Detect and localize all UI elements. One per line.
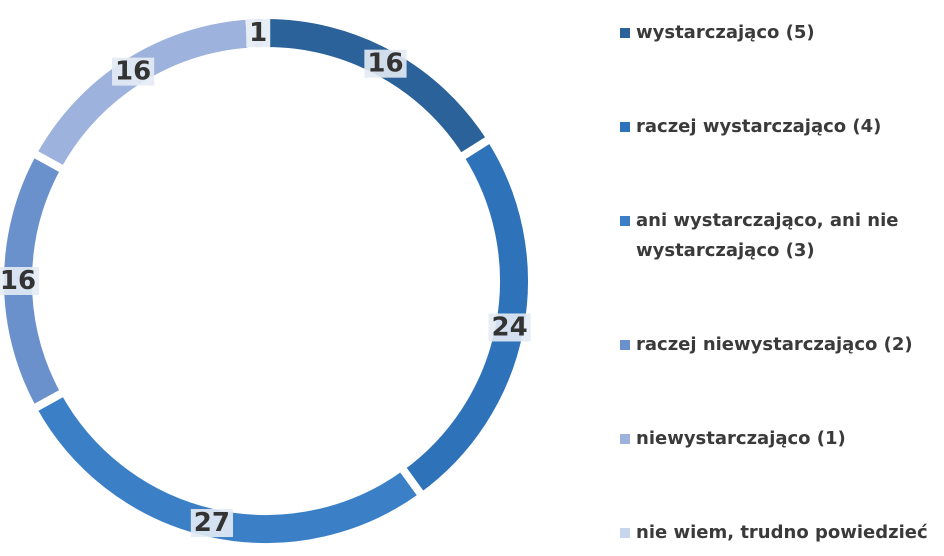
legend-item: raczej wystarczająco (4) bbox=[620, 112, 940, 142]
legend-swatch bbox=[620, 528, 630, 538]
legend-label: niewystarczająco (1) bbox=[636, 428, 846, 449]
legend-swatch bbox=[620, 122, 630, 132]
donut: 16 24 27 16 16 1 bbox=[0, 10, 532, 547]
legend-item: nie wiem, trudno powiedzieć bbox=[620, 518, 940, 548]
data-label: 1 bbox=[249, 18, 267, 48]
legend-swatch bbox=[620, 216, 630, 226]
data-label: 27 bbox=[194, 508, 230, 538]
donut-segment bbox=[262, 10, 497, 164]
legend-label: wystarczająco (5) bbox=[636, 22, 815, 43]
legend-item: wystarczająco (5) bbox=[620, 18, 940, 48]
legend-label: raczej wystarczająco (4) bbox=[636, 116, 882, 137]
legend-item: niewystarczająco (1) bbox=[620, 424, 940, 454]
data-label-bg bbox=[190, 509, 233, 538]
data-label: 16 bbox=[367, 49, 403, 79]
data-label-bg bbox=[488, 313, 531, 342]
data-label: 16 bbox=[115, 57, 151, 87]
legend-label: raczej niewystarczająco (2) bbox=[636, 334, 913, 355]
legend-label: nie wiem, trudno powiedzieć bbox=[636, 522, 928, 543]
legend-swatch bbox=[620, 340, 630, 350]
legend-swatch bbox=[620, 434, 630, 444]
data-label-bg bbox=[364, 49, 407, 78]
data-label-bg bbox=[0, 267, 40, 295]
legend-item: ani wystarczająco, ani nie wystarczająco… bbox=[620, 206, 940, 266]
legend: wystarczająco (5) raczej wystarczająco (4… bbox=[620, 18, 940, 548]
legend-swatch bbox=[620, 28, 630, 38]
data-label-bg bbox=[246, 19, 271, 48]
legend-item: raczej niewystarczająco (2) bbox=[620, 330, 940, 360]
donut-segment bbox=[27, 11, 256, 176]
legend-label: ani wystarczająco, ani nie wystarczająco… bbox=[636, 210, 899, 261]
data-label-bg bbox=[112, 57, 155, 86]
data-label: 24 bbox=[492, 312, 528, 342]
data-label: 16 bbox=[0, 266, 36, 296]
